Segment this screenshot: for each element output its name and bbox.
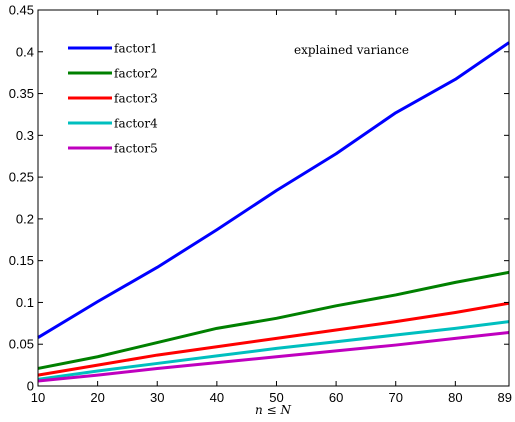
y-tick-label: 0: [27, 379, 34, 394]
legend-label-factor4: factor4: [114, 117, 158, 131]
x-tick-label: 89: [498, 390, 512, 405]
x-tick-label: 80: [448, 390, 462, 405]
legend-label-factor5: factor5: [114, 142, 158, 156]
y-tick-label: 0.15: [9, 253, 34, 268]
legend-label-factor1: factor1: [114, 42, 158, 56]
x-tick-label: 40: [210, 390, 224, 405]
annotation-text: explained variance: [294, 43, 409, 57]
plot-frame: [37, 9, 510, 387]
series-layer: [37, 41, 510, 383]
series-line-factor5: [37, 331, 510, 383]
y-tick-label: 0.1: [16, 295, 34, 310]
y-tick-label: 0.35: [9, 86, 34, 101]
y-tick-label: 0.05: [9, 337, 34, 352]
y-tick-label: 0.2: [16, 211, 34, 226]
series-line-factor1: [37, 41, 510, 339]
x-tick-label: 10: [31, 390, 45, 405]
plot-area: [38, 10, 509, 386]
x-axis-label: n ≤ N: [255, 403, 291, 417]
x-tick-label: 50: [269, 390, 283, 405]
axes-layer: [37, 9, 510, 387]
x-tick-label: 70: [388, 390, 402, 405]
legend: factor1 factor2 factor3 factor4 factor5: [68, 42, 158, 156]
y-tick-label: 0.4: [16, 44, 34, 59]
series-line-factor4: [37, 320, 510, 381]
legend-label-factor3: factor3: [114, 92, 158, 106]
series-line-factor2: [37, 270, 510, 370]
x-tick-label: 30: [150, 390, 164, 405]
legend-label-factor2: factor2: [114, 67, 158, 81]
y-tick-label: 0.25: [9, 170, 34, 185]
y-tick-label: 0.45: [9, 3, 34, 18]
ticks-layer: 10 20 30 40 50 60 70 80 89 0 0.05 0.1 0.15 0.2 0.25 0.3…: [9, 3, 512, 406]
series-line-factor3: [37, 301, 510, 377]
x-tick-label: 60: [329, 390, 343, 405]
x-tick-label: 20: [90, 390, 104, 405]
y-tick-label: 0.3: [16, 128, 34, 143]
